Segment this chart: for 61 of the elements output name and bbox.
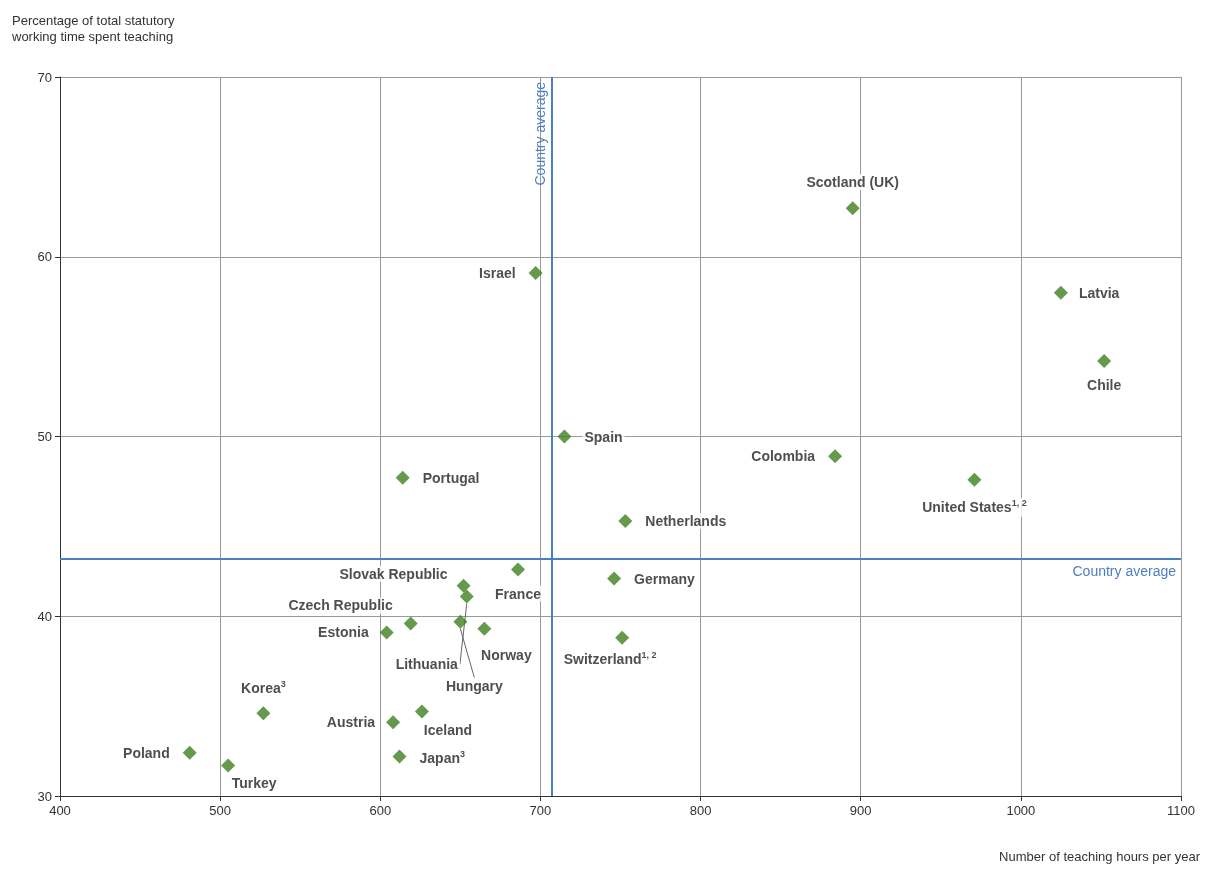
series-label: Netherlands [645,512,727,529]
x-tick-label: 700 [529,803,552,818]
point [1053,285,1068,300]
x-tick-label: 900 [849,803,872,818]
series-label: Germany [634,570,695,587]
point [221,758,236,773]
series-label: Norway [481,646,532,663]
y-tick-label: 70 [37,69,52,85]
point [528,265,543,280]
point [845,201,860,216]
y-axis-title: Percentage of total statutory working time spent teaching [11,12,179,44]
point [828,449,843,464]
series-label: Colombia [751,448,816,465]
point [386,715,401,730]
y-tick-label: 50 [37,429,52,444]
series-label: Austria [326,714,376,731]
text: Hungary [445,677,503,694]
series-label: Scotland (UK) [806,174,899,191]
point [1097,354,1112,369]
series-label: Poland [123,744,170,761]
x-tick-label: 1100 [1167,803,1195,818]
series-label: Chile [1087,377,1122,394]
series-label: Portugal [422,469,480,486]
y-tick-label: 40 [37,608,52,624]
point [414,704,429,719]
point [392,749,407,764]
series-label: Latvia [1078,284,1120,301]
point [456,578,471,593]
series-label: Spain [584,428,623,445]
series-label: Czech Republic [288,597,393,614]
point [182,745,197,760]
x-tick-label: 400 [49,803,71,818]
ref-line-label: Country average [1072,562,1177,579]
point [615,630,630,645]
series-label: France [495,585,542,602]
point [557,429,572,444]
point [459,589,474,604]
point [379,625,394,640]
point [256,706,271,721]
x-tick-label: 500 [209,803,231,818]
ref-line-label: Country average [531,81,548,186]
series-label: Slovak Republic [339,565,448,582]
point [453,614,468,629]
point [967,472,982,487]
series-label: Turkey [231,775,277,792]
point [477,621,492,636]
point [403,616,418,631]
point [607,571,622,586]
point [395,470,410,485]
point [618,513,633,528]
text: Lithuania [395,656,459,673]
y-tick-label: 60 [37,249,52,265]
point [511,562,526,577]
series-label: Israel [479,264,516,281]
x-axis-title: Number of teaching hours per year [999,849,1201,864]
x-tick-label: 600 [369,803,392,818]
series-label: Estonia [318,624,369,641]
x-tick-label: 800 [689,803,712,818]
x-tick-label: 1000 [1006,803,1036,818]
series-label: Iceland [423,721,473,738]
y-tick-label: 30 [37,788,52,804]
